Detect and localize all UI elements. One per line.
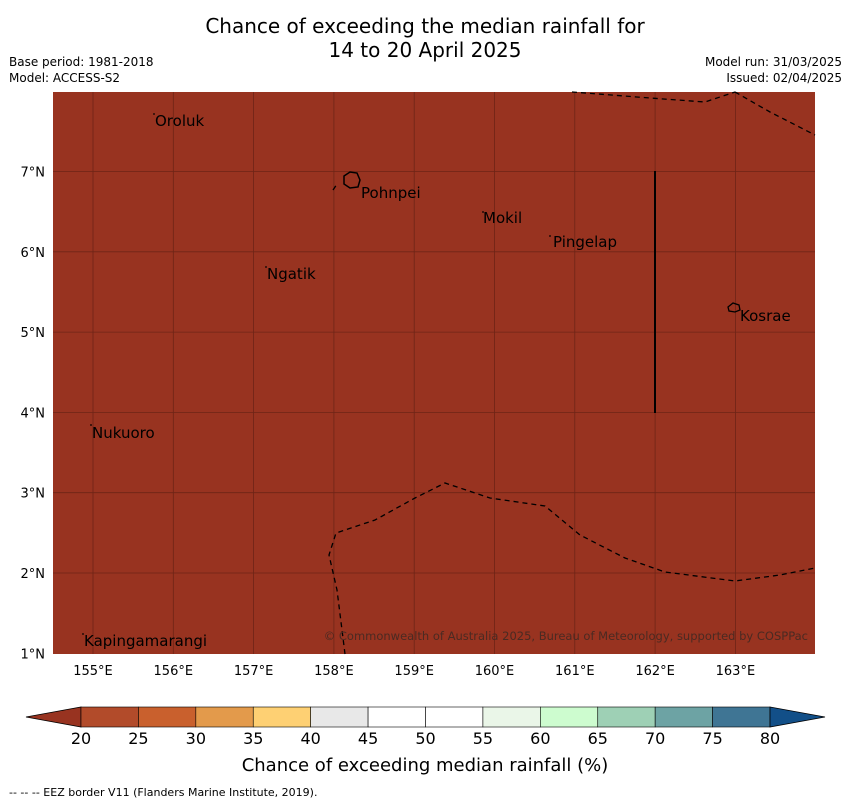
place-label-pohnpei: Pohnpei — [361, 184, 421, 202]
place-label-kosrae: Kosrae — [740, 307, 791, 325]
colorbar-segment — [482, 706, 541, 728]
colorbar-segment — [252, 706, 311, 728]
latitude-tick-labels: 7°N 6°N 5°N 4°N 3°N 2°N 1°N — [21, 166, 46, 663]
eez-border-north — [571, 91, 736, 103]
map-gridlines — [53, 92, 815, 654]
lat-tick-label: 7°N — [21, 166, 46, 181]
issued-text: Issued: 02/04/2025 — [726, 71, 842, 85]
colorbar-segment — [195, 706, 254, 728]
lat-tick-label: 3°N — [21, 487, 46, 502]
eez-border-legend-note: -- -- -- EEZ border V11 (Flanders Marine… — [9, 786, 318, 799]
colorbar-segment — [540, 706, 599, 728]
colorbar-segment — [310, 706, 369, 728]
lon-tick-label: 161°E — [555, 664, 595, 679]
colorbar-segment — [138, 706, 197, 728]
place-label-pingelap: Pingelap — [553, 233, 617, 251]
model-text: Model: ACCESS-S2 — [9, 71, 121, 85]
colorbar-segment — [712, 706, 771, 728]
colorbar-segment — [654, 706, 713, 728]
lat-tick-label: 4°N — [21, 406, 46, 421]
map-title-line-1: Chance of exceeding the median rainfall … — [205, 14, 645, 38]
eez-border-south — [328, 482, 816, 655]
ngatik-atoll — [265, 266, 267, 268]
copyright-text: © Commonwealth of Australia 2025, Bureau… — [324, 629, 808, 643]
pohnpei-island-outline — [343, 171, 361, 189]
base-period-text: Base period: 1981-2018 — [9, 55, 154, 69]
lat-tick-label: 5°N — [21, 326, 46, 341]
place-label-mokil: Mokil — [483, 209, 522, 227]
lat-tick-label: 6°N — [21, 246, 46, 261]
lon-tick-label: 162°E — [635, 664, 675, 679]
colorbar-under-arrow — [25, 706, 82, 728]
map-area — [53, 92, 815, 654]
colorbar-segment — [425, 706, 484, 728]
lon-tick-label: 160°E — [475, 664, 515, 679]
place-label-kapingamarangi: Kapingamarangi — [84, 632, 207, 650]
colorbar-tick-label: 40 — [300, 729, 321, 748]
lat-tick-label: 2°N — [21, 567, 46, 582]
longitude-tick-labels: 155°E 156°E 157°E 158°E 159°E 160°E 161°E 162°E… — [73, 664, 755, 679]
lon-tick-label: 156°E — [154, 664, 194, 679]
eez-borders — [328, 91, 816, 655]
colorbar-segment — [367, 706, 426, 728]
colorbar — [25, 706, 826, 728]
colorbar-tick-label: 50 — [415, 729, 436, 748]
colorbar-tick-label: 35 — [243, 729, 264, 748]
colorbar-tick-label: 80 — [759, 729, 781, 748]
colorbar-tick-label: 30 — [185, 729, 206, 748]
place-label-oroluk: Oroluk — [155, 112, 204, 130]
colorbar-tick-label: 55 — [472, 729, 494, 748]
kapingamarangi-atoll — [82, 633, 84, 635]
model-run-text: Model run: 31/03/2025 — [704, 55, 842, 69]
place-label-nukuoro: Nukuoro — [92, 424, 155, 442]
lon-tick-label: 155°E — [73, 664, 113, 679]
eez-border-northeast — [734, 91, 816, 136]
lon-tick-label: 159°E — [394, 664, 434, 679]
lat-tick-label: 1°N — [21, 647, 46, 662]
colorbar-segment — [80, 706, 139, 728]
colorbar-segment — [597, 706, 656, 728]
eez-border-pohnpei-segment — [332, 183, 338, 191]
pingelap-atoll — [549, 235, 551, 237]
lon-tick-label: 158°E — [314, 664, 354, 679]
colorbar-tick-label: 45 — [357, 729, 379, 748]
lon-tick-label: 157°E — [234, 664, 274, 679]
mokil-atoll — [482, 211, 484, 213]
place-label-ngatik: Ngatik — [267, 265, 316, 283]
lon-tick-label: 163°E — [716, 664, 756, 679]
colorbar-tick-label: 70 — [644, 729, 666, 748]
kosrae-island-outline — [727, 302, 741, 313]
colorbar-over-arrow — [769, 706, 826, 728]
colorbar-tick-label: 75 — [702, 729, 723, 748]
colorbar-tick-label: 20 — [70, 729, 92, 748]
nukuoro-atoll — [90, 424, 92, 426]
colorbar-tick-label: 60 — [530, 729, 551, 748]
colorbar-title: Chance of exceeding median rainfall (%) — [241, 755, 609, 776]
colorbar-tick-label: 25 — [128, 729, 149, 748]
colorbar-tick-label: 65 — [587, 729, 608, 748]
map-title-line-2: 14 to 20 April 2025 — [328, 38, 522, 62]
oroluk-atoll — [153, 113, 155, 115]
